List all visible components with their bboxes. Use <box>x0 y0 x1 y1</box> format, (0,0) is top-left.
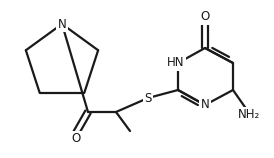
Text: HN: HN <box>167 57 185 70</box>
Text: O: O <box>71 133 81 146</box>
Text: N: N <box>58 18 66 30</box>
Text: NH₂: NH₂ <box>238 109 260 122</box>
Text: S: S <box>144 91 152 104</box>
Text: N: N <box>201 98 209 112</box>
Text: O: O <box>200 10 210 24</box>
